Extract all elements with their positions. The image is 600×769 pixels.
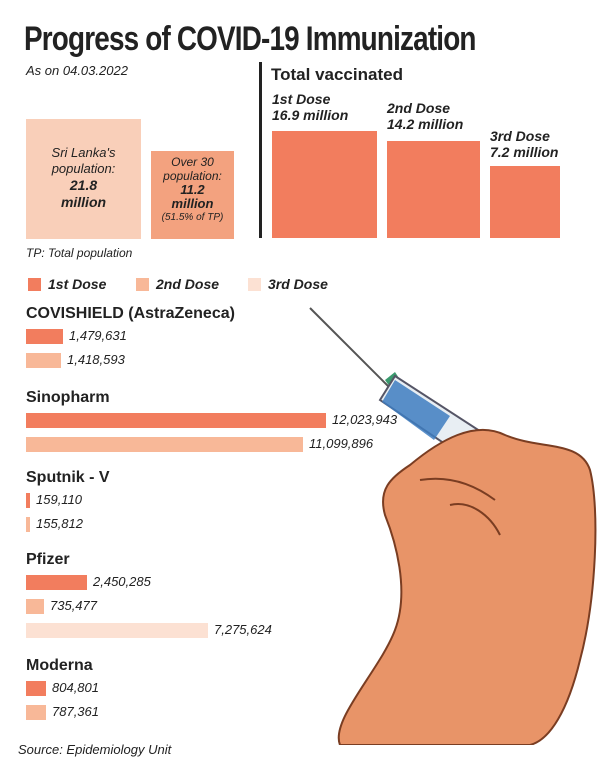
bar-value-label: 11,099,896 — [309, 436, 374, 451]
dose2-label-value: 14.2 million — [387, 116, 464, 132]
vaccine-name: Sinopharm — [26, 389, 110, 406]
total-vaccinated-heading: Total vaccinated — [271, 65, 403, 84]
vaccine-name: COVISHIELD (AstraZeneca) — [26, 305, 235, 322]
dose3-label-name: 3rd Dose — [490, 128, 550, 144]
over30-population-text: Over 30 population: 11.2 million (51.5% … — [151, 155, 234, 225]
bar-value-label: 2,450,285 — [93, 574, 151, 589]
dose2-label-name: 2nd Dose — [387, 100, 451, 116]
bar-1st-dose — [26, 493, 30, 508]
bar-value-label: 787,361 — [52, 704, 99, 719]
vaccine-name: Pfizer — [26, 551, 70, 568]
hand — [337, 428, 597, 745]
dose1-total-bar — [272, 131, 377, 238]
over30-value: 11.2 — [180, 182, 205, 197]
bar-1st-dose — [26, 413, 326, 428]
bar-1st-dose — [26, 575, 87, 590]
dose1-label-value: 16.9 million — [272, 107, 349, 123]
dose3-label: 3rd Dose 7.2 million — [490, 128, 558, 160]
over30-population-box — [151, 151, 234, 239]
bar-2nd-dose — [26, 599, 44, 614]
bar-value-label: 7,275,624 — [214, 622, 272, 637]
syringe-liquid — [382, 380, 450, 440]
sri-lanka-population-line1: Sri Lanka's — [51, 145, 116, 160]
dose1-label-name: 1st Dose — [272, 91, 331, 107]
vaccine-name: Moderna — [26, 657, 93, 674]
bar-2nd-dose — [26, 517, 30, 532]
dose3-label-value: 7.2 million — [490, 144, 559, 160]
legend-swatch-dose2 — [136, 278, 149, 291]
bar-value-label: 1,418,593 — [67, 352, 125, 367]
over30-line2: population: — [163, 169, 222, 183]
vaccine-name: Sputnik - V — [26, 469, 110, 486]
bar-1st-dose — [26, 681, 46, 696]
bar-2nd-dose — [26, 705, 46, 720]
bar-value-label: 1,479,631 — [69, 328, 127, 343]
legend-label-dose2: 2nd Dose — [156, 276, 220, 292]
hand-crease — [449, 503, 501, 536]
bar-1st-dose — [26, 329, 63, 344]
dose2-label: 2nd Dose 14.2 million — [387, 100, 463, 132]
source-note: Source: Epidemiology Unit — [18, 742, 172, 757]
finger-line — [419, 477, 496, 501]
bar-value-label: 159,110 — [36, 492, 83, 507]
sri-lanka-population-box — [26, 119, 141, 239]
bar-2nd-dose — [26, 437, 303, 452]
as-on-date: As on 04.03.2022 — [26, 63, 128, 78]
sri-lanka-population-value: 21.8 — [69, 177, 98, 193]
dose3-total-bar — [490, 166, 560, 238]
over30-note: (51.5% of TP) — [161, 212, 224, 223]
bar-2nd-dose — [26, 353, 61, 368]
legend-label-dose1: 1st Dose — [48, 276, 107, 292]
legend-swatch-dose1 — [28, 278, 41, 291]
dose2-total-bar — [387, 141, 480, 238]
needle — [309, 307, 391, 389]
over30-unit: million — [171, 196, 214, 211]
page-title: Progress of COVID-19 Immunization — [24, 20, 476, 58]
sri-lanka-population-text: Sri Lanka's population: 21.8 million — [26, 145, 141, 211]
legend-swatch-dose3 — [248, 278, 261, 291]
bar-value-label: 12,023,943 — [332, 412, 398, 427]
bar-value-label: 735,477 — [50, 598, 97, 613]
bar-value-label: 804,801 — [52, 680, 99, 695]
bar-3rd-dose — [26, 623, 208, 638]
sri-lanka-population-unit: million — [60, 194, 107, 210]
bar-value-label: 155,812 — [36, 516, 83, 531]
sri-lanka-population-line2: population: — [51, 161, 116, 176]
hand-syringe-illustration — [309, 307, 597, 745]
legend-label-dose3: 3rd Dose — [268, 276, 328, 292]
section-divider — [259, 62, 262, 238]
over30-line1: Over 30 — [171, 155, 214, 169]
dose1-label: 1st Dose 16.9 million — [272, 91, 348, 123]
tp-note: TP: Total population — [26, 246, 133, 260]
